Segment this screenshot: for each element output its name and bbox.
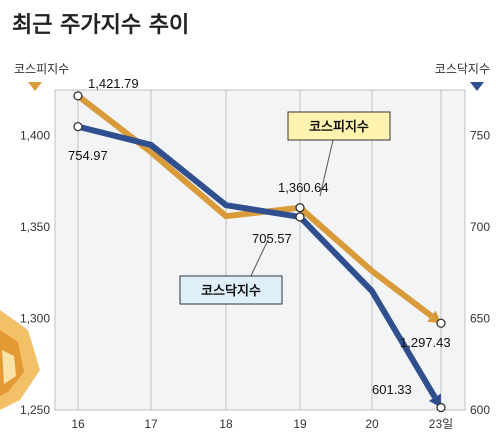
x-tick-label: 17 [144,417,158,431]
kosdaq-points [73,121,446,413]
left-tick-label: 1,400 [20,129,50,143]
kospi-data-label: 1,421.79 [88,76,139,91]
x-tick-label: 16 [71,417,85,431]
right-tick-label: 750 [470,129,490,143]
x-tick-label: 19 [293,417,307,431]
right-axis-label: 코스닥지수 [435,62,490,76]
kosdaq-data-label: 754.97 [68,148,108,163]
kosdaq-data-label: 601.33 [372,382,412,397]
left-axis-triangle-icon [28,82,42,91]
right-axis-ticks: 600 650 700 750 [470,129,490,417]
x-tick-label: 23일 [429,417,453,431]
kospi-legend-box [287,111,391,141]
kosdaq-legend-box [179,275,283,305]
plot-area [54,89,466,411]
kosdaq-legend-label: 코스닥지수 [201,283,261,299]
left-axis-ticks: 1,250 1,300 1,350 1,400 [20,129,50,417]
kosdaq-point [436,402,446,413]
kospi-arrowhead [427,310,441,324]
kospi-point [436,318,446,328]
x-tick-label: 20 [365,417,379,431]
kospi-point [295,203,305,213]
decorative-art [0,310,40,410]
x-axis-ticks: 16 17 18 19 20 23일 [71,417,453,431]
kospi-data-label: 1,297.43 [400,335,451,350]
kospi-data-label: 1,360.64 [278,180,329,195]
kosdaq-data-label: 705.57 [252,231,292,246]
x-tick-label: 18 [219,417,233,431]
left-tick-label: 1,300 [20,312,50,326]
kospi-point [73,91,83,101]
left-tick-label: 1,350 [20,220,50,234]
left-axis-label: 코스피지수 [14,62,69,76]
right-tick-label: 700 [470,220,490,234]
kospi-legend-label: 코스피지수 [309,120,369,135]
kosdaq-legend: 코스닥지수 [179,275,283,305]
kosdaq-point [73,121,83,132]
left-tick-label: 1,250 [20,403,50,417]
kospi-legend: 코스피지수 [287,111,391,141]
chart-title: 최근 주가지수 추이 [12,13,189,38]
kospi-legend-pointer [319,139,334,197]
right-axis-triangle-icon [470,82,484,91]
kosdaq-series-line [77,123,438,399]
right-tick-label: 650 [470,312,490,326]
kosdaq-legend-pointer [247,239,269,283]
right-tick-label: 600 [470,403,490,417]
kosdaq-point [295,212,305,222]
kospi-points [73,91,446,328]
